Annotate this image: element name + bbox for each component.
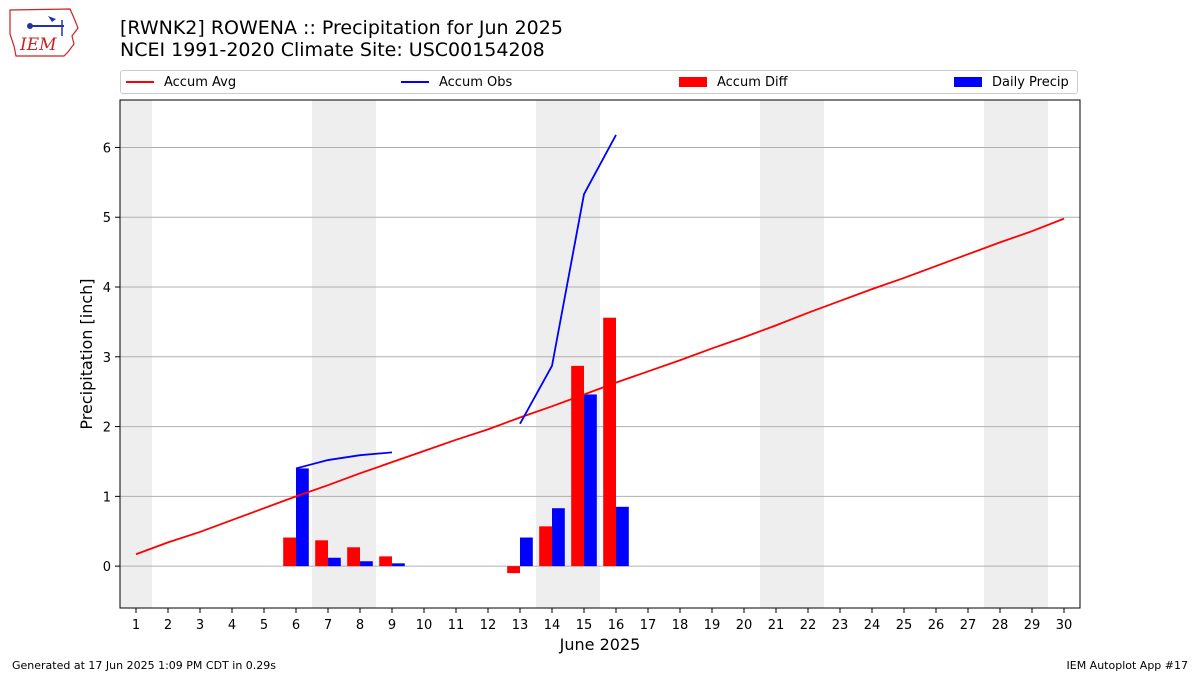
legend-item-accum-diff: Accum Diff	[679, 71, 788, 93]
accum-obs-line-0	[295, 451, 393, 470]
y-axis-label: Precipitation [inch]	[77, 278, 96, 429]
iowa-outline-shape	[9, 8, 79, 57]
y-tick-label-2: 2	[103, 421, 111, 436]
y-tick-label-0: 0	[103, 560, 111, 575]
x-tick-label-29: 29	[1024, 618, 1041, 633]
x-tick-label-11: 11	[448, 618, 465, 633]
weekend-shade-4	[984, 100, 1048, 608]
x-tick-label-12: 12	[480, 618, 497, 633]
accum-diff-bar-day-7	[315, 540, 328, 567]
legend-swatch-daily-precip	[954, 77, 982, 87]
daily-precip-bar-day-8	[360, 561, 373, 567]
x-tick-label-14: 14	[544, 618, 561, 633]
x-tick-label-27: 27	[960, 618, 977, 633]
x-tick-label-15: 15	[576, 618, 593, 633]
accum-diff-bar-day-6	[283, 537, 296, 567]
x-tick-label-5: 5	[260, 618, 268, 633]
daily-precip-bar-day-13	[520, 537, 533, 567]
accum-diff-bar-day-13	[507, 566, 520, 574]
x-tick-label-30: 30	[1056, 618, 1073, 633]
legend-item-accum-obs: Accum Obs	[401, 71, 512, 93]
iem-iowa-logo-icon: IEM	[9, 8, 79, 57]
lines-layer	[135, 134, 1065, 556]
x-tick-label-26: 26	[928, 618, 945, 633]
x-tick-label-23: 23	[832, 618, 849, 633]
y-tick-label-6: 6	[103, 141, 111, 156]
plot-frame	[119, 99, 1081, 609]
accum-obs-line-1	[519, 134, 617, 425]
y-tick-label-5: 5	[103, 211, 111, 226]
daily-precip-bar-day-15	[584, 394, 597, 567]
accum-diff-bar-day-16	[603, 317, 616, 567]
legend-label-accum-diff: Accum Diff	[717, 74, 788, 90]
x-tick-label-22: 22	[800, 618, 817, 633]
app-credit: IEM Autoplot App #17	[1066, 659, 1189, 672]
grid-layer	[120, 146, 1080, 567]
chart-legend: Accum Avg Accum Obs Accum Diff Daily Pre…	[120, 70, 1078, 94]
x-tick-label-9: 9	[388, 618, 396, 633]
x-tick-label-10: 10	[416, 618, 433, 633]
y-tick-label-4: 4	[103, 281, 111, 296]
x-tick-label-6: 6	[292, 618, 300, 633]
y-tick-label-1: 1	[103, 490, 111, 505]
accum-diff-bar-day-8	[347, 547, 360, 567]
daily-precip-bar-day-9	[392, 563, 405, 567]
legend-label-daily-precip: Daily Precip	[992, 74, 1069, 90]
x-tick-label-3: 3	[196, 618, 204, 633]
legend-label-accum-obs: Accum Obs	[439, 74, 513, 90]
x-tick-label-24: 24	[864, 618, 881, 633]
x-tick-label-25: 25	[896, 618, 913, 633]
chart-title: [RWNK2] ROWENA :: Precipitation for Jun …	[120, 17, 563, 39]
x-tick-label-19: 19	[704, 618, 721, 633]
weekend-shade-3	[760, 100, 824, 608]
x-axis-label: June 2025	[559, 635, 641, 654]
logo-text: IEM	[19, 35, 57, 55]
x-tick-label-17: 17	[640, 618, 657, 633]
x-tick-label-28: 28	[992, 618, 1009, 633]
iem-logo: IEM	[8, 6, 80, 62]
legend-label-accum-avg: Accum Avg	[164, 74, 237, 90]
x-tick-label-20: 20	[736, 618, 753, 633]
accum-diff-bar-day-9	[379, 556, 392, 567]
bars-layer	[283, 317, 629, 574]
daily-precip-bar-day-6	[296, 468, 309, 567]
x-tick-label-8: 8	[356, 618, 364, 633]
x-tick-label-1: 1	[132, 618, 140, 633]
x-tick-label-18: 18	[672, 618, 689, 633]
legend-item-daily-precip: Daily Precip	[954, 71, 1069, 93]
accum-diff-bar-day-15	[571, 365, 584, 567]
x-tick-label-13: 13	[512, 618, 529, 633]
legend-swatch-accum-diff	[679, 77, 707, 87]
daily-precip-bar-day-14	[552, 508, 565, 567]
accum-avg-line	[135, 217, 1065, 556]
legend-swatch-accum-avg	[126, 81, 154, 83]
accum-diff-bar-day-14	[539, 526, 552, 567]
legend-swatch-accum-obs	[401, 81, 429, 83]
x-tick-label-2: 2	[164, 618, 172, 633]
x-tick-label-4: 4	[228, 618, 236, 633]
x-tick-label-21: 21	[768, 618, 785, 633]
daily-precip-bar-day-7	[328, 557, 341, 567]
weekend-shade-0	[120, 100, 152, 608]
weekend-shade-1	[312, 100, 376, 608]
y-tick-label-3: 3	[103, 351, 111, 366]
x-tick-label-7: 7	[324, 618, 332, 633]
chart-subtitle: NCEI 1991-2020 Climate Site: USC00154208	[120, 39, 545, 61]
legend-item-accum-avg: Accum Avg	[126, 71, 236, 93]
generated-timestamp: Generated at 17 Jun 2025 1:09 PM CDT in …	[12, 659, 277, 672]
wind-vane-shape	[48, 16, 56, 22]
x-tick-label-16: 16	[608, 618, 625, 633]
station-dot-shape	[27, 23, 33, 29]
daily-precip-bar-day-16	[616, 506, 629, 567]
